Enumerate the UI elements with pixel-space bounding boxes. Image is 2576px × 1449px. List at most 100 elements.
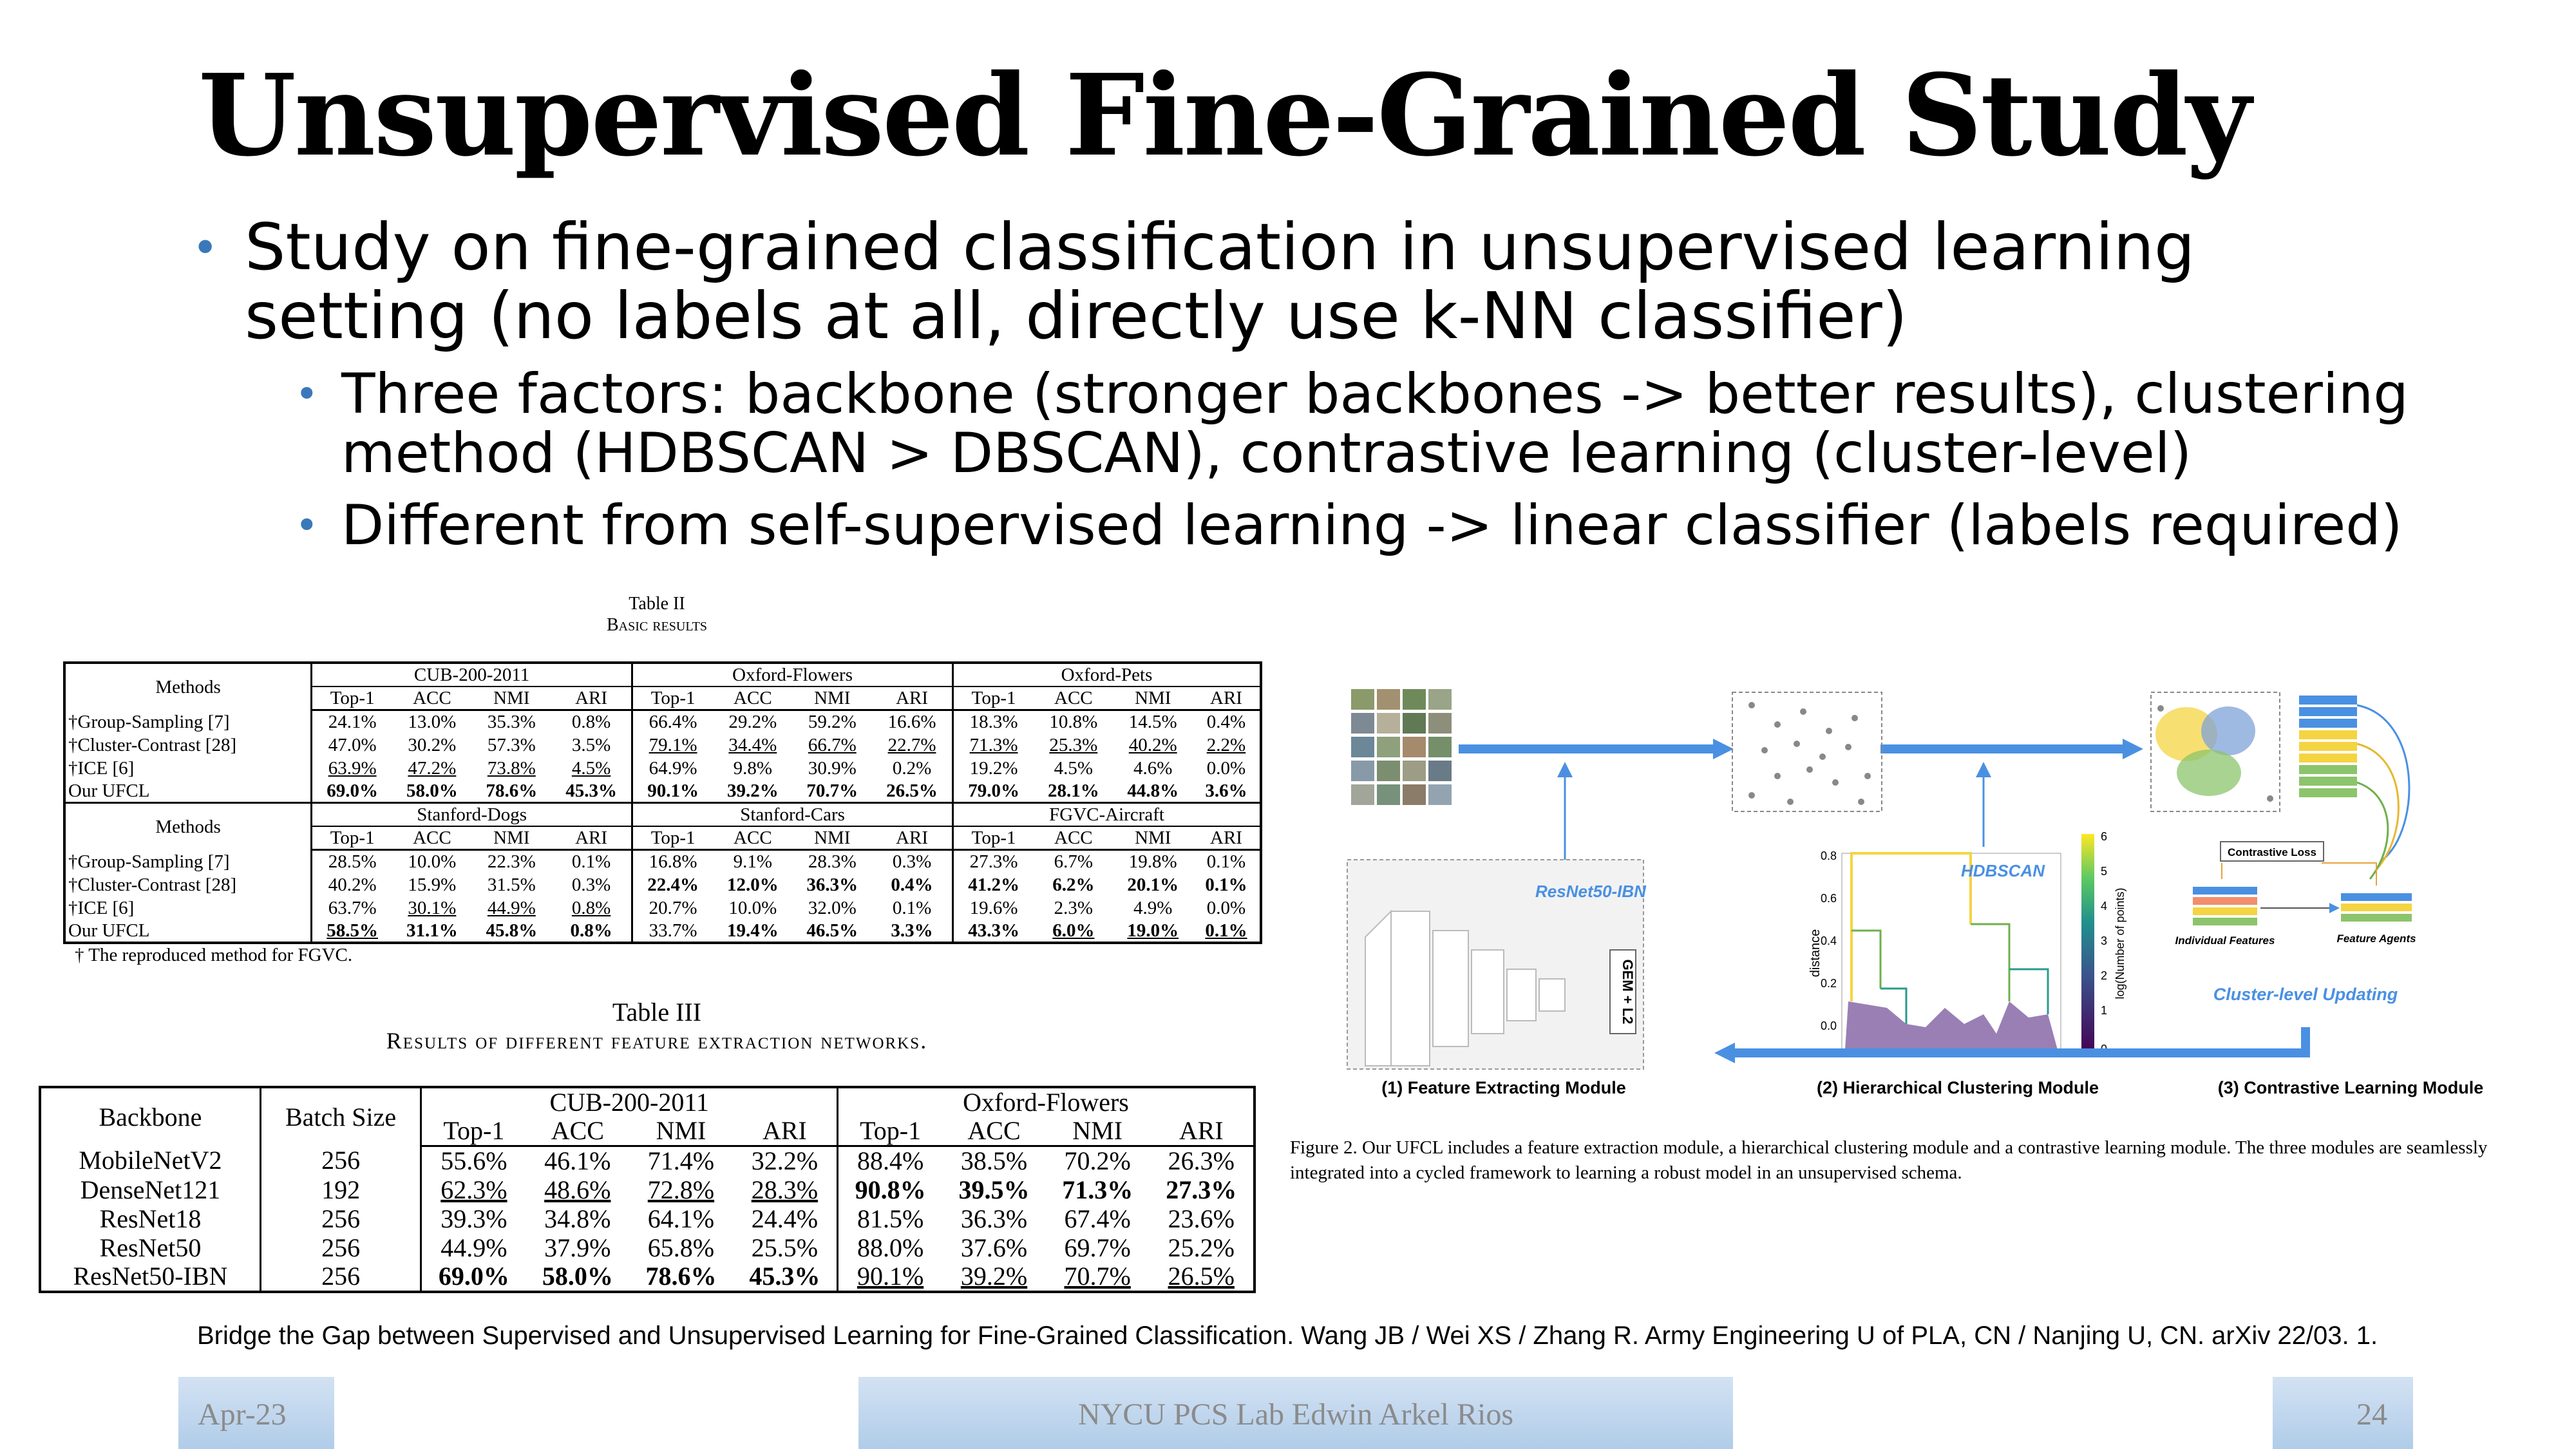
table2-caption-title: Basic results bbox=[606, 615, 708, 635]
table2-value-cell: 58.5% bbox=[310, 919, 393, 943]
bullet-list: • Study on fine-grained classification i… bbox=[192, 213, 2510, 555]
table2-value-cell: 30.1% bbox=[408, 897, 457, 918]
table2-method-cell: †Cluster-Contrast [28] bbox=[68, 874, 237, 895]
table3-value-cell: 88.4% bbox=[837, 1146, 943, 1175]
table2-value-cell: 31.1% bbox=[406, 920, 458, 941]
table2-value-cell: 0.1% bbox=[1205, 874, 1247, 895]
table2-value-cell: 20.1% bbox=[1127, 874, 1179, 895]
embedding-points bbox=[1748, 702, 1871, 805]
table3-backbone-cell: ResNet50-IBN bbox=[73, 1262, 228, 1291]
table3-backbone-header: Backbone bbox=[99, 1102, 202, 1132]
table3-value-cell: 25.2% bbox=[1168, 1233, 1235, 1262]
table3-value-cell: 26.3% bbox=[1168, 1146, 1235, 1175]
table3-value-cell: 71.3% bbox=[1062, 1175, 1133, 1204]
table2-value-cell: 19.0% bbox=[1127, 920, 1179, 941]
table2-method-cell: Our UFCL bbox=[68, 780, 150, 801]
table3-value-cell: 70.2% bbox=[1064, 1146, 1131, 1175]
table2-value-cell: 10.0% bbox=[408, 851, 457, 873]
table3-value-cell: 39.2% bbox=[960, 1262, 1028, 1291]
table3-metric-header: NMI bbox=[1045, 1117, 1150, 1147]
table2-value-cell: 0.1% bbox=[1205, 920, 1247, 941]
table2-metric-header: ARI bbox=[1192, 687, 1261, 711]
bullet-main-line-2: setting (no labels at all, directly use … bbox=[245, 278, 1908, 354]
table2-dataset-header: Oxford-Pets bbox=[952, 663, 1261, 687]
table-row: Our UFCL 58.5% 31.1% 45.8% 0.8% 33.7% 19.4% 46.… bbox=[64, 919, 1261, 943]
table3-value-cell: 32.2% bbox=[751, 1146, 819, 1175]
table3-backbone-cell: ResNet18 bbox=[99, 1204, 202, 1233]
table3-metric-header: Top-1 bbox=[420, 1117, 526, 1147]
table2-value-cell: 3.5% bbox=[571, 734, 611, 755]
svg-text:1: 1 bbox=[2101, 1004, 2107, 1017]
arrow-head-icon bbox=[2123, 739, 2143, 759]
bullet-dot-icon: • bbox=[295, 502, 319, 549]
table2-value-cell: 45.3% bbox=[565, 780, 617, 801]
table2-metric-header: ACC bbox=[1034, 687, 1113, 711]
table2-value-cell: 45.8% bbox=[486, 920, 538, 941]
table3-metric-header: ARI bbox=[732, 1117, 838, 1147]
table2-value-cell: 18.3% bbox=[952, 710, 1034, 734]
table2-value-cell: 40.2% bbox=[1128, 734, 1177, 755]
table3-value-cell: 256 bbox=[259, 1262, 421, 1292]
table3-backbone-cell: MobileNetV2 bbox=[79, 1146, 222, 1175]
y-axis-label: distance bbox=[1808, 929, 1823, 978]
table-row: †Group-Sampling [7] 28.5% 10.0% 22.3% 0.1% 16… bbox=[64, 849, 1261, 873]
table2-value-cell: 19.4% bbox=[726, 920, 779, 941]
table2-value-cell: 33.7% bbox=[631, 919, 714, 943]
table2-metric-header: NMI bbox=[792, 826, 873, 851]
table2-value-cell: 78.6% bbox=[486, 780, 538, 801]
table2-value-cell: 0.0% bbox=[1206, 757, 1246, 779]
table3-value-cell: 90.1% bbox=[837, 1262, 943, 1292]
table2-value-cell: 22.3% bbox=[487, 851, 536, 873]
table2-value-cell: 22.7% bbox=[887, 734, 936, 755]
table3-value-cell: 45.3% bbox=[749, 1262, 820, 1291]
table2-metric-header: Top-1 bbox=[310, 687, 393, 711]
bullet-dot-icon: • bbox=[295, 370, 319, 417]
table2-value-cell: 79.1% bbox=[631, 733, 714, 757]
table2-value-cell: 0.2% bbox=[892, 757, 932, 779]
table2-value-cell: 3.6% bbox=[1205, 780, 1247, 801]
footer-date: Apr-23 bbox=[178, 1377, 334, 1449]
bullet-sub1-line-1: Three factors: backbone (stronger backbo… bbox=[341, 362, 2409, 426]
table3-metric-header: Top-1 bbox=[837, 1117, 943, 1147]
table2-value-cell: 0.8% bbox=[571, 712, 611, 733]
arrow-head-icon bbox=[1713, 739, 1734, 759]
table2-value-cell: 16.8% bbox=[631, 849, 714, 873]
table2-value-cell: 4.5% bbox=[571, 757, 611, 779]
table2-value-cell: 32.0% bbox=[808, 897, 857, 918]
individual-features-label: Individual Features bbox=[2175, 934, 2275, 947]
cluster-updating-label: Cluster-level Updating bbox=[2213, 985, 2398, 1004]
table3-value-cell: 67.4% bbox=[1064, 1204, 1131, 1233]
table2-value-cell: 15.9% bbox=[408, 874, 457, 895]
table2-method-cell: †ICE [6] bbox=[68, 897, 135, 918]
svg-text:0.6: 0.6 bbox=[1821, 892, 1837, 905]
table2-value-cell: 35.3% bbox=[487, 712, 536, 733]
feature-agents-bars bbox=[2341, 893, 2412, 922]
table2-value-cell: 90.1% bbox=[631, 779, 714, 803]
table2-metric-header: ARI bbox=[551, 826, 632, 851]
table2-metric-header: NMI bbox=[792, 687, 873, 711]
table2-metric-header: Top-1 bbox=[631, 826, 714, 851]
table2-method-cell: †ICE [6] bbox=[68, 757, 135, 779]
table2-value-cell: 57.3% bbox=[487, 734, 536, 755]
hdbscan-label: HDBSCAN bbox=[1961, 861, 2045, 880]
table2-metric-header: ACC bbox=[1034, 826, 1113, 851]
table3-value-cell: 192 bbox=[259, 1175, 421, 1204]
table2-value-cell: 39.2% bbox=[726, 780, 779, 801]
table2-value-cell: 0.3% bbox=[571, 874, 611, 895]
table3-value-cell: 64.1% bbox=[647, 1204, 715, 1233]
table2-value-cell: 19.8% bbox=[1128, 851, 1177, 873]
colorbar-ticks: 6 5 4 3 2 1 0 bbox=[2101, 830, 2107, 1056]
table2-value-cell: 6.2% bbox=[1052, 874, 1095, 895]
table2-value-cell: 19.6% bbox=[952, 896, 1034, 920]
y-tick-labels: 0.8 0.6 0.4 0.2 0.0 bbox=[1821, 849, 1837, 1032]
table-row: ResNet18 256 39.3% 34.8% 64.1% 24.4% 81.5% 36.3… bbox=[40, 1204, 1255, 1233]
table2-value-cell: 44.9% bbox=[487, 897, 536, 918]
table2-value-cell: 43.3% bbox=[952, 919, 1034, 943]
table2-value-cell: 64.9% bbox=[631, 756, 714, 780]
table3-backbone-cell: ResNet50 bbox=[99, 1233, 202, 1262]
table3-value-cell: 24.4% bbox=[751, 1204, 819, 1233]
table2-value-cell: 70.7% bbox=[806, 780, 858, 801]
table2-metric-header: NMI bbox=[471, 687, 552, 711]
table2-value-cell: 9.8% bbox=[733, 757, 773, 779]
table3-value-cell: 37.9% bbox=[544, 1233, 611, 1262]
